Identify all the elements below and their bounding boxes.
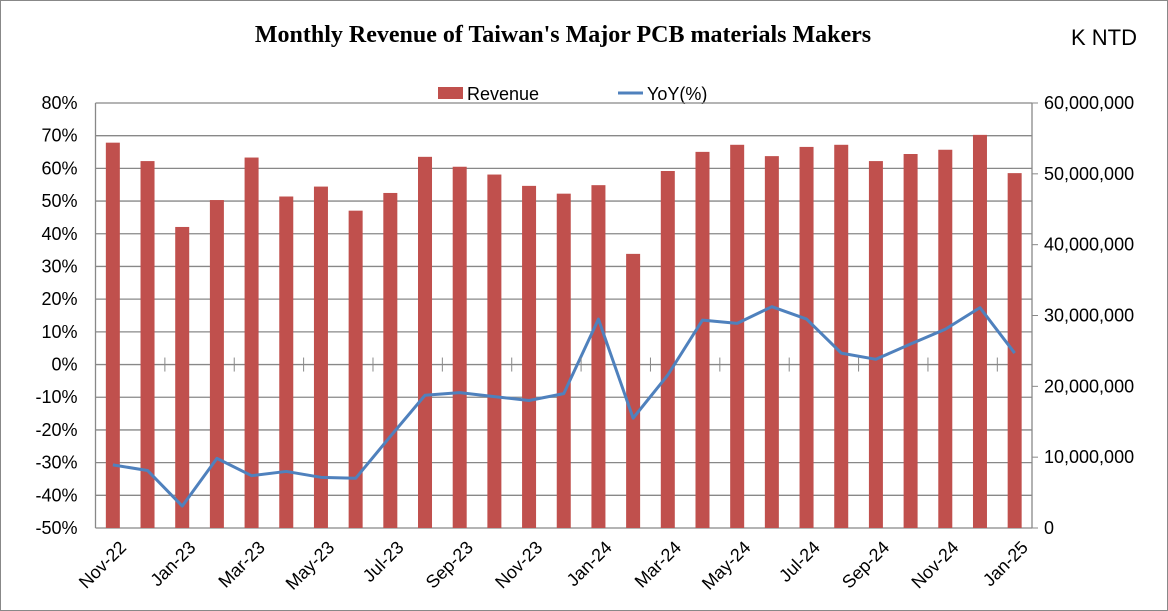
revenue-bar xyxy=(418,156,433,529)
y-left-tick-label: 0% xyxy=(51,355,77,375)
revenue-bar xyxy=(591,185,606,528)
y-right-tick-label: 40,000,000 xyxy=(1044,235,1134,255)
y-left-tick-label: 50% xyxy=(41,191,77,211)
revenue-bar xyxy=(175,226,190,529)
legend: Revenue YoY(%) xyxy=(438,84,707,104)
y-left-tick-label: -50% xyxy=(35,518,77,538)
revenue-bar xyxy=(799,146,814,528)
y-left-tick-label: -10% xyxy=(35,387,77,407)
revenue-bar xyxy=(764,156,779,528)
revenue-bar xyxy=(868,161,883,529)
revenue-bar xyxy=(209,200,224,528)
y-left-tick-label: -20% xyxy=(35,420,77,440)
y-right-tick-label: 20,000,000 xyxy=(1044,376,1134,396)
legend-swatch-revenue xyxy=(438,87,463,99)
revenue-bar xyxy=(105,142,120,528)
y-left-tick-label: 10% xyxy=(41,322,77,342)
revenue-bar xyxy=(972,134,987,528)
unit-label: K NTD xyxy=(1071,25,1137,50)
y-right-tick-label: 10,000,000 xyxy=(1044,447,1134,467)
y-left-tick-label: -40% xyxy=(35,485,77,505)
revenue-bar xyxy=(938,149,953,528)
revenue-bar xyxy=(140,161,155,529)
revenue-bar xyxy=(695,151,710,528)
revenue-bar xyxy=(313,186,328,529)
y-left-tick-label: 40% xyxy=(41,224,77,244)
y-right-tick-label: 0 xyxy=(1044,518,1054,538)
y-right-tick-label: 60,000,000 xyxy=(1044,93,1134,113)
revenue-bar xyxy=(556,193,571,528)
y-left-tick-label: 60% xyxy=(41,158,77,178)
legend-label-yoy: YoY(%) xyxy=(647,84,707,104)
y-left-tick-label: 70% xyxy=(41,126,77,146)
legend-label-revenue: Revenue xyxy=(467,84,539,104)
revenue-bar xyxy=(348,210,363,528)
y-right-tick-label: 50,000,000 xyxy=(1044,164,1134,184)
y-left-tick-label: -30% xyxy=(35,453,77,473)
revenue-bar xyxy=(487,174,502,528)
revenue-bar xyxy=(383,192,398,529)
y-left-tick-label: 20% xyxy=(41,289,77,309)
y-left-tick-label: 80% xyxy=(41,93,77,113)
revenue-bar xyxy=(522,185,537,528)
revenue-bar xyxy=(834,144,849,528)
y-left-tick-label: 30% xyxy=(41,256,77,276)
revenue-bar xyxy=(660,171,675,528)
revenue-bar xyxy=(452,166,467,528)
revenue-bar xyxy=(903,154,918,528)
revenue-bar xyxy=(244,157,259,528)
y-right-tick-label: 30,000,000 xyxy=(1044,306,1134,326)
revenue-bar xyxy=(730,144,745,528)
revenue-bar xyxy=(626,253,641,528)
revenue-bar xyxy=(1007,173,1022,528)
chart-title: Monthly Revenue of Taiwan's Major PCB ma… xyxy=(255,22,871,48)
revenue-bar xyxy=(279,196,294,528)
